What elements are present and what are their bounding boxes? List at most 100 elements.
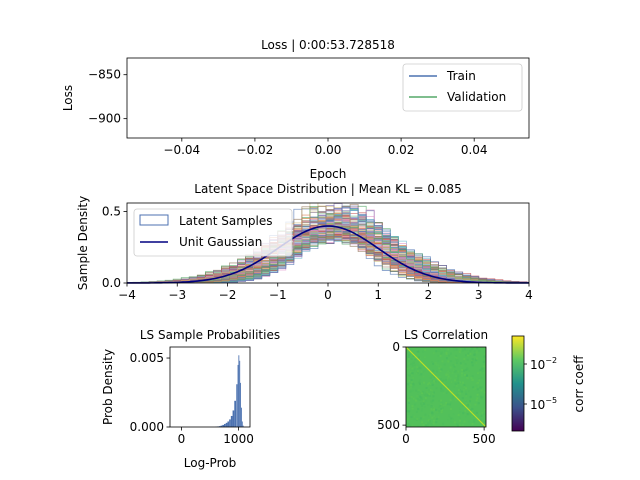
- logprob-bar: [227, 421, 230, 427]
- correlation-cell: [414, 403, 417, 406]
- correlation-cell: [438, 376, 441, 379]
- correlation-cell: [447, 414, 450, 417]
- correlation-cell: [414, 399, 417, 402]
- correlation-cell: [470, 398, 473, 401]
- correlation-cell: [431, 416, 434, 419]
- correlation-cell: [412, 397, 415, 400]
- correlation-cell: [432, 413, 435, 416]
- correlation-cell: [481, 370, 484, 373]
- correlation-cell: [469, 349, 472, 352]
- correlation-cell: [420, 396, 423, 399]
- correlation-cell: [406, 367, 409, 370]
- correlation-cell: [436, 411, 439, 414]
- correlation-cell: [467, 369, 470, 372]
- correlation-cell: [464, 363, 467, 366]
- latent-y-tick-label: 0.0: [102, 276, 121, 290]
- correlation-cell: [471, 364, 474, 367]
- correlation-cell: [436, 375, 439, 378]
- correlation-cell: [410, 354, 413, 357]
- correlation-cell: [468, 420, 471, 423]
- correlation-cell: [471, 407, 474, 410]
- loss-y-ticks: −850 −900: [88, 68, 127, 126]
- correlation-cell: [456, 378, 459, 381]
- correlation-cell: [439, 354, 442, 357]
- loss-x-label: Epoch: [310, 167, 347, 181]
- correlation-cell: [477, 392, 480, 395]
- correlation-cell: [439, 399, 442, 402]
- correlation-cell: [482, 365, 485, 368]
- correlation-cell: [441, 408, 444, 411]
- correlation-cell: [417, 391, 420, 394]
- correlation-cell: [426, 394, 429, 397]
- correlation-cell: [481, 398, 484, 401]
- correlation-cell: [413, 415, 416, 418]
- correlation-cell: [449, 408, 452, 411]
- logprob-bar: [220, 425, 223, 427]
- correlation-cell: [437, 416, 440, 419]
- correlation-cell: [461, 404, 464, 407]
- correlation-cell: [449, 392, 452, 395]
- correlation-cell: [417, 367, 420, 370]
- correlation-cell: [481, 395, 484, 398]
- correlation-cell: [429, 422, 432, 425]
- correlation-cell: [465, 368, 468, 371]
- correlation-cell: [435, 418, 438, 421]
- correlation-cell: [432, 352, 435, 355]
- correlation-cell: [419, 379, 422, 382]
- correlation-cell: [412, 414, 415, 417]
- latent-x-tick-label: −2: [219, 288, 237, 302]
- latent-x-tick-label: −3: [168, 288, 186, 302]
- correlation-cell: [445, 401, 448, 404]
- correlation-cell: [447, 370, 450, 373]
- correlation-cell: [440, 411, 443, 414]
- correlation-cell: [462, 360, 465, 363]
- correlation-cell: [481, 411, 484, 414]
- correlation-cell: [455, 354, 458, 357]
- correlation-cell: [414, 358, 417, 361]
- correlation-cell: [452, 364, 455, 367]
- correlation-cell: [423, 402, 426, 405]
- correlation-cell: [483, 391, 486, 394]
- latent-samples-legend-patch: [139, 214, 169, 226]
- correlation-cell: [463, 369, 466, 372]
- correlation-cell: [440, 407, 443, 410]
- correlation-cell: [481, 367, 484, 370]
- correlation-cell: [442, 422, 445, 425]
- correlation-cell: [463, 384, 466, 387]
- latent-x-tick-label: −4: [118, 288, 136, 302]
- logprob-bar: [236, 384, 238, 427]
- correlation-cell: [432, 419, 435, 422]
- correlation-cell: [453, 421, 456, 424]
- correlation-cell: [407, 358, 410, 361]
- correlation-cell: [456, 361, 459, 364]
- correlation-cell: [428, 389, 431, 392]
- correlation-cell: [425, 400, 428, 403]
- correlation-cell: [466, 403, 469, 406]
- loss-y-tick-label: −850: [88, 68, 121, 82]
- correlation-cell: [406, 383, 409, 386]
- correlation-cell: [420, 402, 423, 405]
- logprob-x-ticks: 0 1000: [178, 427, 254, 446]
- correlation-cell: [473, 361, 476, 364]
- correlation-cell: [430, 423, 433, 426]
- correlation-cell: [461, 368, 464, 371]
- colorbar: 10−2 10−5 corr coeff: [511, 335, 586, 432]
- correlation-cell: [475, 399, 478, 402]
- correlation-cell: [437, 355, 440, 358]
- logprob-title: LS Sample Probabilities: [140, 328, 280, 342]
- correlation-cell: [408, 397, 411, 400]
- correlation-cell: [432, 380, 435, 383]
- correlation-cell: [417, 356, 420, 359]
- correlation-cell: [428, 381, 431, 384]
- correlation-cell: [412, 361, 415, 364]
- correlation-cell: [472, 387, 475, 390]
- correlation-cell: [445, 372, 448, 375]
- correlation-heatmap-texture: [406, 347, 486, 427]
- correlation-cell: [413, 363, 416, 366]
- correlation-cell: [432, 369, 435, 372]
- correlation-cell: [423, 356, 426, 359]
- correlation-cell: [476, 385, 479, 388]
- latent-x-tick-label: 2: [425, 288, 433, 302]
- correlation-cell: [453, 365, 456, 368]
